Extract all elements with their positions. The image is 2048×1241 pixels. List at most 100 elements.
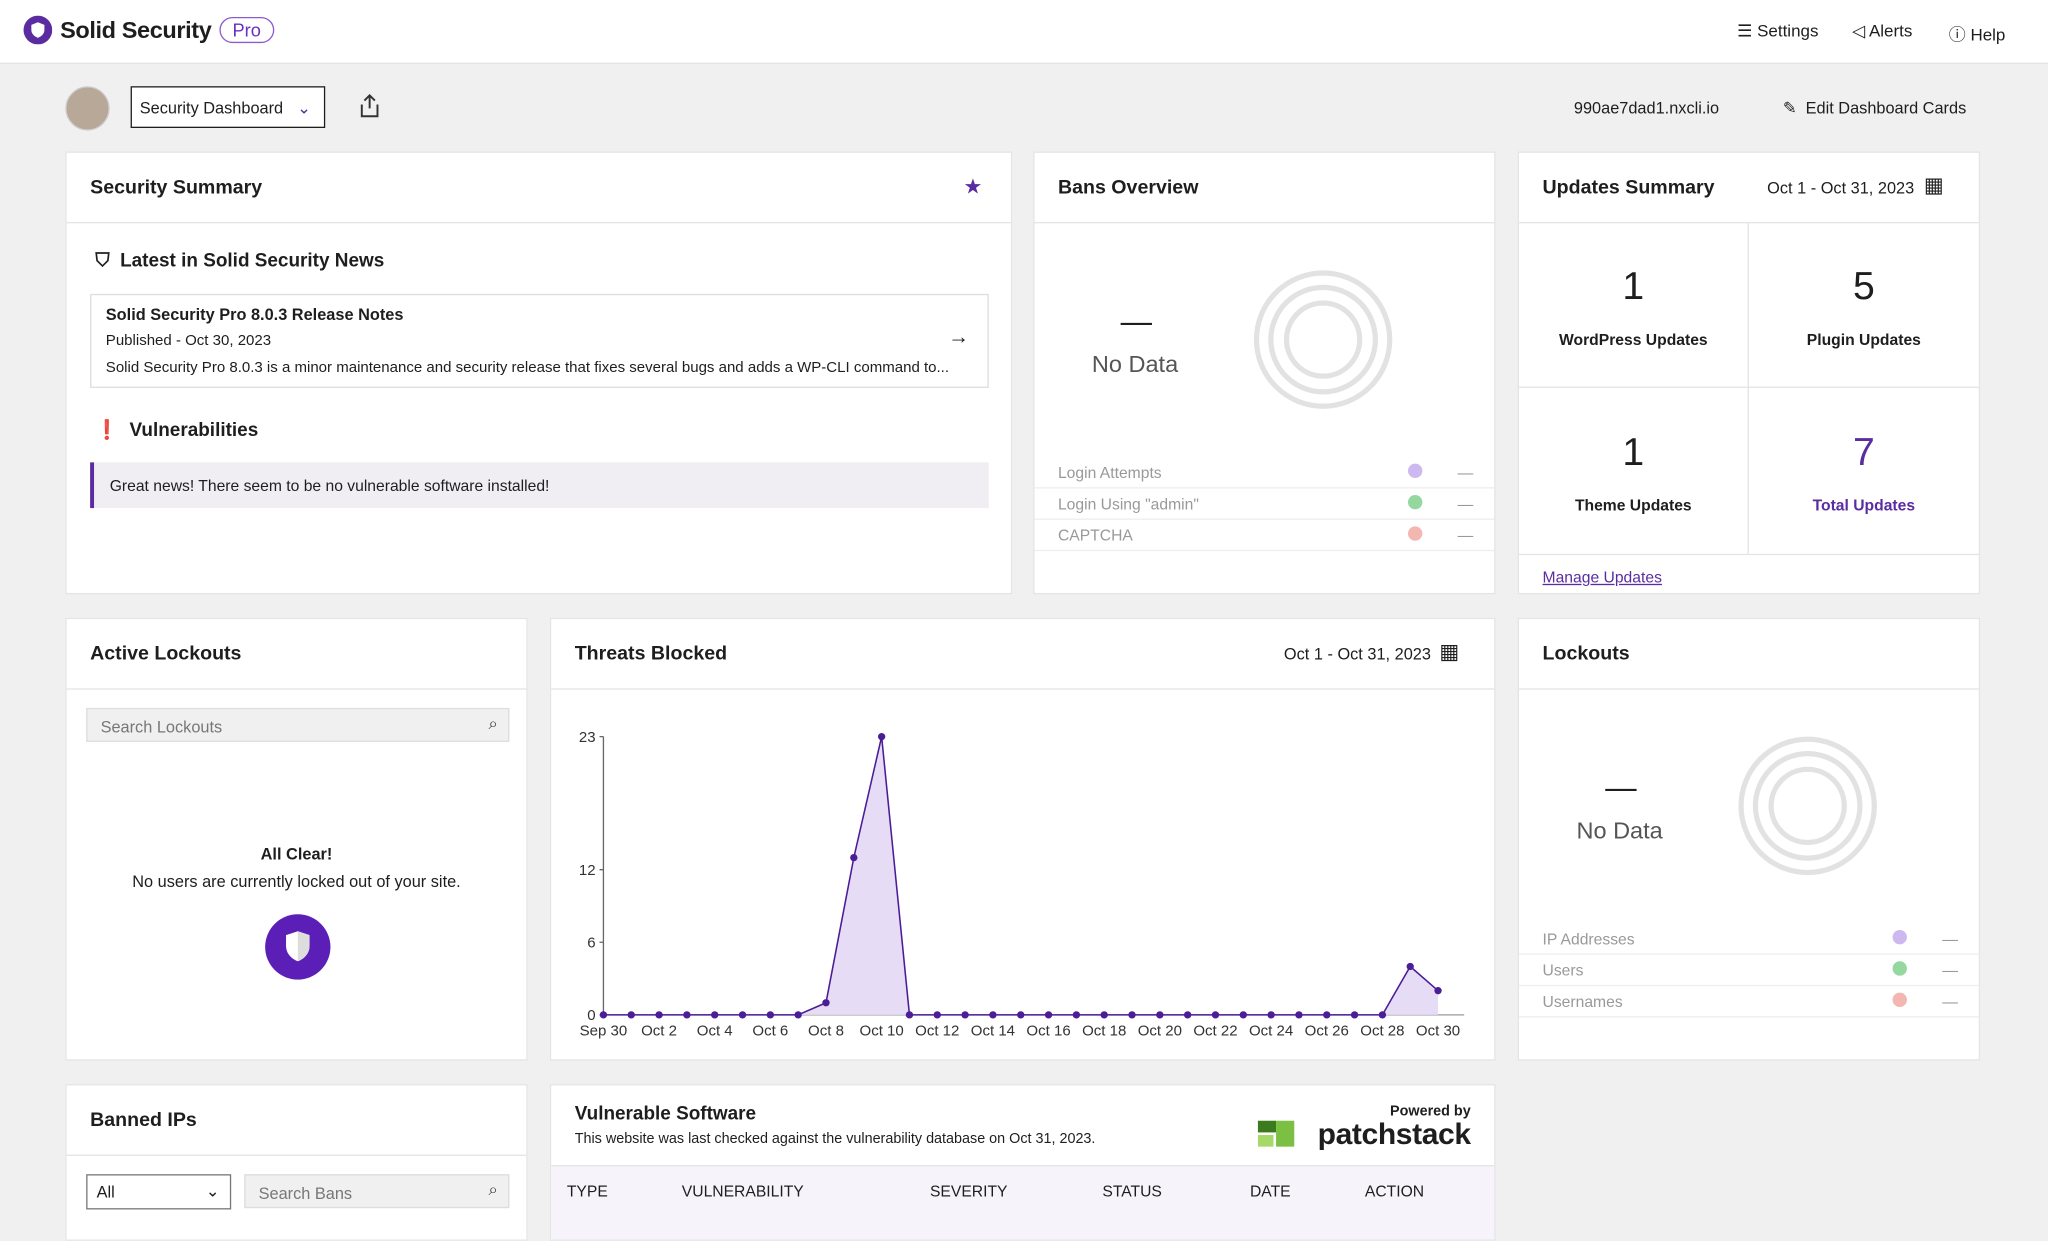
news-date: Published - Oct 30, 2023 <box>105 333 272 349</box>
nav-settings[interactable]: ☰ Settings <box>1737 20 1819 41</box>
point <box>655 1011 663 1019</box>
patchstack-brand: patchstack <box>1317 1116 1471 1151</box>
updates-summary-card: Updates Summary Oct 1 - Oct 31, 2023 ▦ 1 Wo… <box>1517 151 1981 595</box>
news-excerpt: Solid Security Pro 8.0.3 is a minor main… <box>105 360 950 377</box>
avatar[interactable] <box>65 86 110 131</box>
card-title: Banned IPs <box>90 1108 197 1132</box>
update-cell: 5 Plugin Updates <box>1748 222 1979 388</box>
empty-rings <box>1738 736 1877 876</box>
edit-label[interactable]: Edit Dashboard Cards <box>1805 99 1967 118</box>
x-tick-label: Oct 16 <box>1026 1023 1070 1040</box>
arrow[interactable]: → <box>948 326 970 349</box>
search-bans[interactable]: Search Bans ⌕ <box>244 1174 510 1209</box>
line <box>603 736 1439 1016</box>
share-icon[interactable] <box>359 94 380 118</box>
update-label: Total Updates <box>1812 496 1916 515</box>
y-tick-label: 23 <box>579 729 596 746</box>
nav-label[interactable]: Settings <box>1757 20 1819 41</box>
news-item[interactable]: Solid Security Pro 8.0.3 Release Notes P… <box>90 293 989 388</box>
host: 990ae7dad1.nxcli.io <box>1573 99 1720 118</box>
bans-overview-card: Bans Overview — No Data Login Attempts — … <box>1033 151 1496 595</box>
point <box>711 1011 719 1019</box>
select-value[interactable]: Security Dashboard <box>139 99 284 118</box>
legend-dot <box>1892 929 1907 945</box>
update-count: 7 <box>1852 431 1875 475</box>
nav-label[interactable]: Help <box>1970 24 2006 45</box>
nav-alerts[interactable]: ◁ Alerts <box>1852 20 1913 41</box>
clear-text: No users are currently locked out of you… <box>132 872 461 891</box>
select-value[interactable]: All <box>96 1183 115 1202</box>
heading-text: Vulnerabilities <box>129 420 259 442</box>
card-header: Bans Overview <box>1034 153 1495 224</box>
x-tick-label: Oct 10 <box>860 1023 904 1040</box>
x-tick-label: Oct 4 <box>697 1023 733 1040</box>
update-cell: 1 Theme Updates <box>1519 387 1749 554</box>
filter-select[interactable]: All ⌄ <box>86 1174 232 1210</box>
point <box>1044 1011 1053 1019</box>
calendar-icon[interactable]: ▦ <box>1923 175 1944 198</box>
calendar-icon[interactable]: ▦ <box>1439 641 1460 664</box>
point <box>1183 1011 1192 1019</box>
legend-dot <box>1407 495 1423 510</box>
card-header: Security Summary ★ <box>66 153 1011 224</box>
search-icon[interactable]: ⌕ <box>488 1180 498 1200</box>
card-header: Active Lockouts <box>66 619 527 690</box>
area <box>603 736 1439 1015</box>
date-range[interactable]: Oct 1 - Oct 31, 2023 <box>1767 178 1915 198</box>
y-tick-label: 6 <box>587 935 595 952</box>
legend-dot <box>1407 526 1423 541</box>
x-tick-label: Oct 6 <box>752 1023 788 1040</box>
legend-row: Users — <box>1519 953 1979 987</box>
update-label: Plugin Updates <box>1806 330 1921 349</box>
column-header: ACTION <box>1364 1182 1425 1201</box>
legend-value: — <box>1457 495 1474 514</box>
chevron: ⌄ <box>297 99 311 118</box>
x-tick-label: Oct 12 <box>915 1023 959 1040</box>
manage-updates-link[interactable]: Manage Updates <box>1542 568 1662 587</box>
pro-badge: Pro <box>219 16 275 44</box>
legend-row: Usernames — <box>1519 985 1979 1018</box>
search-lockouts[interactable]: Search Lockouts ⌕ <box>86 707 510 742</box>
legend-value: — <box>1457 463 1474 482</box>
update-count: 1 <box>1622 431 1645 475</box>
edit-cards[interactable]: ✎ Edit Dashboard Cards <box>1782 99 1967 118</box>
clear-title: All Clear! <box>260 845 333 864</box>
point <box>1406 962 1414 971</box>
column-header: TYPE <box>566 1182 608 1201</box>
empty-dash: — <box>1605 770 1637 806</box>
point <box>599 1011 608 1019</box>
column-header: SEVERITY <box>929 1182 1008 1201</box>
empty-dash: — <box>1120 304 1152 340</box>
point <box>822 999 830 1007</box>
shield-badge <box>265 914 331 980</box>
x-tick-label: Oct 22 <box>1193 1023 1237 1040</box>
point <box>766 1011 775 1019</box>
placeholder[interactable]: Search Bans <box>258 1184 353 1203</box>
point <box>850 853 858 862</box>
lockouts-card: Lockouts — No Data IP Addresses — Users — … <box>1517 617 1981 1061</box>
logo <box>23 15 53 45</box>
legend-dot <box>1892 992 1907 1008</box>
legend-label: Login Attempts <box>1057 463 1162 482</box>
x-tick-label: Sep 30 <box>580 1023 628 1040</box>
update-count: 5 <box>1852 265 1875 309</box>
empty-text: No Data <box>1091 351 1179 378</box>
update-cell: 1 WordPress Updates <box>1519 222 1749 388</box>
update-cell: 7 Total Updates <box>1749 388 1979 554</box>
card-header: Updates Summary Oct 1 - Oct 31, 2023 ▦ <box>1519 153 1979 224</box>
news-title[interactable]: Solid Security Pro 8.0.3 Release Notes <box>105 305 404 324</box>
placeholder[interactable]: Search Lockouts <box>100 718 223 737</box>
x-tick-label: Oct 26 <box>1305 1023 1349 1040</box>
dashboard-select[interactable]: Security Dashboard ⌄ <box>130 86 326 128</box>
nav-help[interactable]: ⓘ Help <box>1948 24 2006 45</box>
card-header: Lockouts <box>1519 619 1979 690</box>
legend-label: Users <box>1542 961 1584 980</box>
date-range[interactable]: Oct 1 - Oct 31, 2023 <box>1283 645 1431 664</box>
star[interactable]: ★ <box>963 176 983 199</box>
nav-label[interactable]: Alerts <box>1868 20 1913 41</box>
point <box>989 1011 997 1019</box>
legend-row: IP Addresses — <box>1519 922 1979 955</box>
search-icon[interactable]: ⌕ <box>488 714 498 733</box>
point <box>933 1011 941 1019</box>
